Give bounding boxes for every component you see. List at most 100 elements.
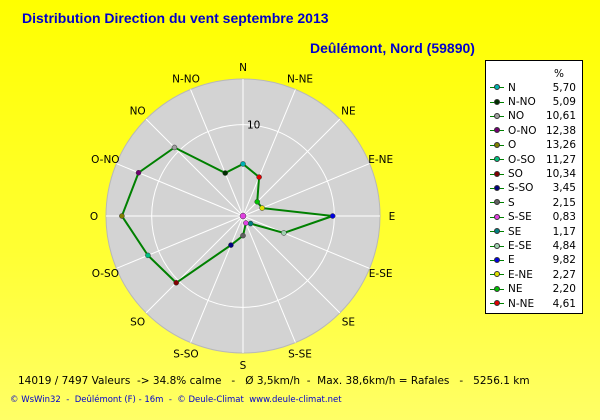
- legend-swatch: [490, 299, 504, 308]
- legend-label: S-SE: [508, 211, 532, 224]
- axis-s-se: [242, 215, 296, 343]
- data-point-no: [171, 144, 178, 151]
- legend: % N 5,70 N-NO 5,09 NO 10,61 O-NO 12,38 O 13,26 O-S…: [485, 60, 583, 314]
- legend-label: O-NO: [508, 124, 537, 137]
- legend-value: 13,26: [545, 139, 576, 152]
- legend-row: NE 2,20: [490, 283, 576, 296]
- direction-label-n-no: N-NO: [172, 73, 200, 85]
- legend-row: O-SO 11,27: [490, 153, 576, 166]
- legend-label: NE: [508, 283, 523, 296]
- legend-value: 5,09: [552, 96, 576, 109]
- chart-title: Distribution Direction du vent septembre…: [22, 10, 329, 26]
- direction-label-s-so: S-SO: [173, 349, 198, 361]
- legend-label: N: [508, 81, 516, 94]
- legend-label: E-SE: [508, 240, 532, 253]
- legend-row: SE 1,17: [490, 225, 576, 238]
- legend-row: O 13,26: [490, 139, 576, 152]
- legend-value: 4,61: [552, 297, 576, 310]
- legend-label: E-NE: [508, 268, 533, 281]
- data-point-ne: [254, 199, 260, 205]
- legend-label: SO: [508, 168, 523, 181]
- legend-swatch: [490, 170, 504, 179]
- legend-value: 5,70: [552, 81, 576, 94]
- legend-value: 2,27: [552, 268, 576, 281]
- legend-swatch: [490, 98, 504, 107]
- legend-value: 2,20: [552, 283, 576, 296]
- legend-value: 3,45: [552, 182, 576, 195]
- legend-row: N-NE 4,61: [490, 297, 576, 310]
- legend-row: N 5,70: [490, 81, 576, 94]
- wind-rose-chart: N N-NE NE E-NE E E-SE SE S-SE S S-SO SO O-SO O O-NO NO…: [90, 62, 396, 370]
- direction-label-e: E: [389, 211, 396, 223]
- credits-footer: © WsWin32 - Deûlémont (F) - 16m - © Deul…: [10, 395, 342, 405]
- legend-value: 4,84: [552, 240, 576, 253]
- direction-label-n: N: [239, 62, 247, 74]
- legend-label: S: [508, 196, 515, 209]
- legend-row: O-NO 12,38: [490, 124, 576, 137]
- legend-swatch: [490, 285, 504, 294]
- data-point-n: [240, 161, 246, 167]
- tick-label: 10: [247, 120, 260, 132]
- data-point-o-no: [135, 169, 142, 176]
- legend-label: NO: [508, 110, 525, 123]
- legend-swatch: [490, 213, 504, 222]
- legend-row: E 9,82: [490, 254, 576, 267]
- data-point-s: [240, 232, 246, 239]
- direction-label-no: NO: [130, 106, 146, 118]
- legend-value: 10,34: [545, 168, 576, 181]
- direction-label-o: O: [90, 211, 98, 223]
- legend-row: SO 10,34: [490, 167, 576, 180]
- legend-swatch: [490, 242, 504, 251]
- legend-label: SE: [508, 225, 522, 238]
- axis-s-so: [190, 215, 244, 343]
- legend-value: 11,27: [545, 153, 576, 166]
- center-point: [239, 212, 247, 220]
- axis-o-so: [116, 215, 244, 269]
- legend-value: 12,38: [545, 124, 576, 137]
- data-point-e: [329, 213, 336, 219]
- legend-label: O: [508, 139, 517, 152]
- data-point-so: [173, 280, 179, 286]
- direction-label-o-no: O-NO: [91, 154, 119, 166]
- legend-row: S-SO 3,45: [490, 182, 576, 195]
- legend-swatch: [490, 141, 504, 150]
- data-point-s-se: [243, 220, 249, 226]
- legend-value: 0,83: [552, 211, 576, 224]
- direction-label-s: S: [240, 360, 247, 370]
- legend-label: N-NE: [508, 297, 535, 310]
- legend-value: 9,82: [552, 254, 576, 267]
- axis-n-ne: [242, 89, 296, 217]
- direction-label-se: SE: [342, 316, 355, 328]
- legend-label: O-SO: [508, 153, 536, 166]
- direction-label-e-se: E-SE: [369, 268, 393, 280]
- legend-label: S-SO: [508, 182, 534, 195]
- legend-row: S 2,15: [490, 196, 576, 209]
- legend-swatch: [490, 198, 504, 207]
- direction-label-o-so: O-SO: [92, 268, 119, 280]
- legend-row: S-SE 0,83: [490, 211, 576, 224]
- legend-swatch: [490, 83, 504, 92]
- direction-label-s-se: S-SE: [288, 349, 312, 361]
- data-point-e-se: [281, 230, 287, 236]
- data-point-n-ne: [256, 174, 262, 180]
- direction-label-n-ne: N-NE: [287, 73, 313, 85]
- legend-swatch: [490, 126, 504, 135]
- axis-no: [145, 118, 244, 217]
- legend-row: E-NE 2,27: [490, 268, 576, 281]
- legend-row: N-NO 5,09: [490, 95, 576, 108]
- legend-swatch: [490, 227, 504, 236]
- legend-value: 1,17: [552, 225, 576, 238]
- axis-e-se: [242, 215, 370, 269]
- legend-label: E: [508, 254, 515, 267]
- direction-label-ne: NE: [341, 106, 356, 118]
- legend-row: E-SE 4,84: [490, 239, 576, 252]
- legend-swatch: [490, 184, 504, 193]
- legend-value: 2,15: [552, 196, 576, 209]
- legend-swatch: [490, 155, 504, 164]
- legend-unit: %: [554, 68, 564, 80]
- axis-se: [242, 215, 341, 314]
- axis-so: [145, 215, 244, 314]
- direction-label-so: SO: [130, 316, 145, 328]
- legend-swatch: [490, 270, 504, 279]
- legend-swatch: [490, 112, 504, 121]
